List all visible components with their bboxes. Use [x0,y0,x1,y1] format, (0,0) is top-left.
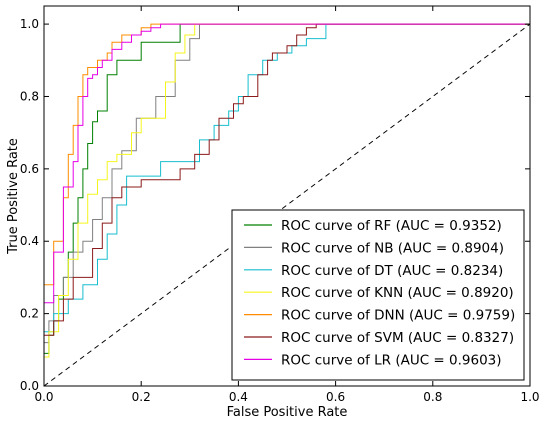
series-line-5 [43,23,530,386]
y-tick-label: 0.6 [20,162,39,176]
x-tick-label: 0.8 [423,390,442,404]
legend: ROC curve of RF (AUC = 0.9352) ROC curve … [231,209,525,381]
curves-layer [43,23,530,386]
plot-frame [43,5,531,387]
legend-entry: ROC curve of SVM (AUC = 0.8327) [281,330,514,346]
series-line-3 [43,23,530,386]
legend-entry: ROC curve of DT (AUC = 0.8234) [281,263,503,279]
chance-diagonal [43,23,531,387]
x-tick-label: 0.4 [229,390,248,404]
axis-ticks: 0.0 0.2 0.4 0.6 0.8 1.0 0.0 0.2 0.4 0.6 0.8 1.0 [20,6,540,404]
x-tick-label: 1.0 [520,390,539,404]
series-line-6 [43,23,530,386]
y-axis-label: True Positive Rate [6,138,21,255]
x-tick-label: 0.0 [34,390,53,404]
legend-entry: ROC curve of NB (AUC = 0.8904) [281,240,504,256]
y-tick-label: 0.8 [20,89,39,103]
y-tick-label: 0.4 [20,234,39,248]
legend-entry: ROC curve of KNN (AUC = 0.8920) [281,285,514,301]
x-tick-label: 0.6 [326,390,345,404]
legend-entry: ROC curve of RF (AUC = 0.9352) [281,218,502,234]
y-tick-label: 0.2 [20,307,39,321]
y-tick-label: 0.0 [20,379,39,393]
legend-entry: ROC curve of DNN (AUC = 0.9759) [281,308,515,324]
y-tick-label: 1.0 [20,17,39,31]
legend-box [231,209,525,381]
x-tick-label: 0.2 [132,390,151,404]
legend-entry: ROC curve of LR (AUC = 0.9603) [281,352,502,368]
x-axis-label: False Positive Rate [227,405,348,420]
